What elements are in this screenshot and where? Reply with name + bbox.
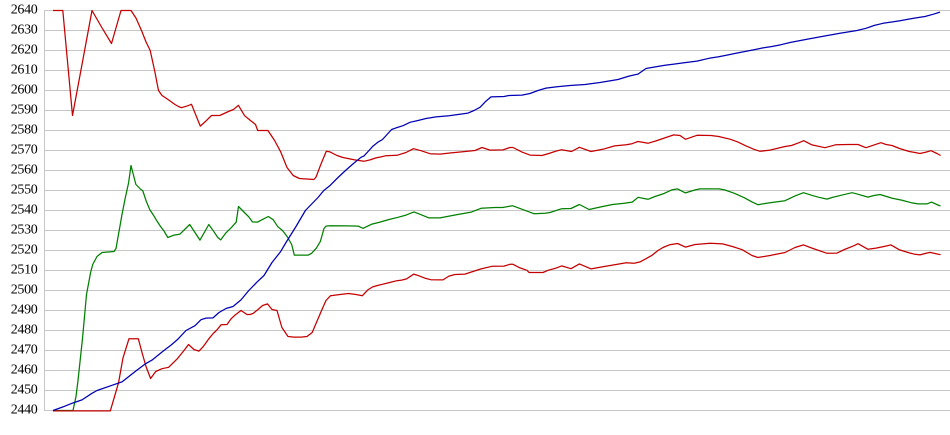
svg-text:2630: 2630 [11,23,38,38]
svg-text:2530: 2530 [11,223,38,238]
svg-text:2620: 2620 [11,43,38,58]
svg-text:2510: 2510 [11,263,38,278]
svg-text:2590: 2590 [11,103,38,118]
svg-text:2550: 2550 [11,183,38,198]
svg-text:2500: 2500 [11,283,38,298]
svg-text:2600: 2600 [11,83,38,98]
svg-text:2540: 2540 [11,203,38,218]
svg-text:2570: 2570 [11,143,38,158]
svg-text:2490: 2490 [11,303,38,318]
svg-text:2460: 2460 [11,363,38,378]
svg-text:2520: 2520 [11,243,38,258]
svg-text:2580: 2580 [11,123,38,138]
svg-text:2450: 2450 [11,383,38,398]
svg-text:2440: 2440 [11,403,38,418]
svg-text:2560: 2560 [11,163,38,178]
svg-text:2640: 2640 [11,3,38,18]
svg-text:2480: 2480 [11,323,38,338]
svg-text:2610: 2610 [11,63,38,78]
svg-text:2470: 2470 [11,343,38,358]
